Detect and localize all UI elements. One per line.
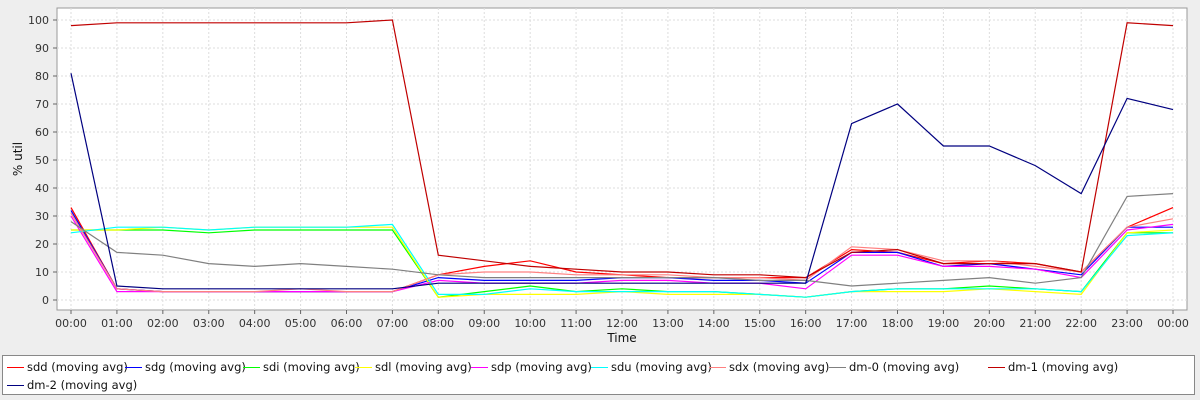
- series-line-5: [70, 223, 1174, 298]
- legend-item-5: sdu (moving avg): [591, 360, 712, 374]
- x-tick-label: 19:00: [928, 317, 960, 330]
- y-tick-label: 50: [35, 154, 49, 167]
- x-tick-label: 00:00: [55, 317, 87, 330]
- line-chart: 0 10 20 30 40 50 60 70 80 90 100 00:00 01:00 02:00 03:…: [11, 7, 1189, 345]
- y-tick-label: 0: [42, 294, 49, 307]
- legend-swatch: [709, 367, 726, 368]
- series-line-2: [71, 229, 1173, 298]
- y-tick-label: 40: [35, 182, 49, 195]
- legend-label: dm-2 (moving avg): [27, 378, 138, 392]
- series-line-8: [70, 19, 1174, 279]
- chart-legend: sdd (moving avg) sdg (moving avg) sdi (mov…: [2, 355, 1195, 395]
- series-line-7: [70, 193, 1174, 287]
- x-tick-label: 03:00: [193, 317, 225, 330]
- x-tick-label: 00:00: [1157, 317, 1189, 330]
- y-axis-title: % util: [11, 142, 25, 176]
- y-tick-label: 20: [35, 238, 49, 251]
- x-tick-label: 07:00: [377, 317, 409, 330]
- legend-swatch: [988, 367, 1005, 368]
- y-tick-label: 60: [35, 126, 49, 139]
- legend-label: sdd (moving avg): [27, 360, 128, 374]
- x-tick-label: 21:00: [1019, 317, 1051, 330]
- x-tick-label: 23:00: [1111, 317, 1143, 330]
- legend-label: sdg (moving avg): [145, 360, 246, 374]
- x-tick-label: 14:00: [698, 317, 730, 330]
- legend-item-7: dm-0 (moving avg): [829, 360, 959, 374]
- x-tick-label: 09:00: [468, 317, 500, 330]
- legend-swatch: [125, 367, 142, 368]
- x-tick-label: 12:00: [606, 317, 638, 330]
- legend-swatch: [829, 367, 846, 368]
- legend-swatch: [7, 385, 24, 386]
- y-tick-label: 30: [35, 210, 49, 223]
- x-tick-label: 18:00: [882, 317, 914, 330]
- legend-item-8: dm-1 (moving avg): [988, 360, 1118, 374]
- legend-label: dm-0 (moving avg): [849, 360, 960, 374]
- x-tick-label: 04:00: [239, 317, 271, 330]
- legend-item-0: sdd (moving avg): [7, 360, 128, 374]
- y-tick-label: 90: [35, 42, 49, 55]
- x-tick-label: 08:00: [422, 317, 454, 330]
- legend-item-6: sdx (moving avg): [709, 360, 829, 374]
- legend-label: sdl (moving avg): [375, 360, 472, 374]
- y-tick-label: 10: [35, 266, 49, 279]
- legend-label: sdi (moving avg): [263, 360, 360, 374]
- y-tick-label: 70: [35, 98, 49, 111]
- legend-item-9: dm-2 (moving avg): [7, 378, 137, 392]
- y-tick-label: 80: [35, 70, 49, 83]
- x-tick-label: 13:00: [652, 317, 684, 330]
- x-tick-label: 17:00: [836, 317, 868, 330]
- x-tick-label: 05:00: [285, 317, 317, 330]
- x-tick-label: 06:00: [331, 317, 363, 330]
- x-tick-label: 11:00: [560, 317, 592, 330]
- plot-area: [56, 7, 1188, 311]
- legend-label: sdx (moving avg): [729, 360, 830, 374]
- y-tick-label: 100: [28, 14, 49, 27]
- series-line-9: [70, 73, 1174, 290]
- legend-item-3: sdl (moving avg): [355, 360, 472, 374]
- legend-item-1: sdg (moving avg): [125, 360, 246, 374]
- legend-swatch: [471, 367, 488, 368]
- legend-swatch: [243, 367, 260, 368]
- x-tick-label: 02:00: [147, 317, 179, 330]
- legend-swatch: [591, 367, 608, 368]
- x-axis-title: Time: [606, 331, 636, 345]
- series-line-6: [70, 212, 1174, 293]
- x-tick-label: 15:00: [744, 317, 776, 330]
- x-tick-label: 10:00: [514, 317, 546, 330]
- legend-label: dm-1 (moving avg): [1008, 360, 1119, 374]
- x-tick-label: 16:00: [790, 317, 822, 330]
- x-tick-label: 01:00: [101, 317, 133, 330]
- legend-swatch: [355, 367, 372, 368]
- legend-item-4: sdp (moving avg): [471, 360, 592, 374]
- legend-item-2: sdi (moving avg): [243, 360, 360, 374]
- legend-label: sdu (moving avg): [611, 360, 712, 374]
- legend-swatch: [7, 367, 24, 368]
- x-tick-label: 20:00: [973, 317, 1005, 330]
- x-tick-label: 22:00: [1065, 317, 1097, 330]
- legend-label: sdp (moving avg): [491, 360, 592, 374]
